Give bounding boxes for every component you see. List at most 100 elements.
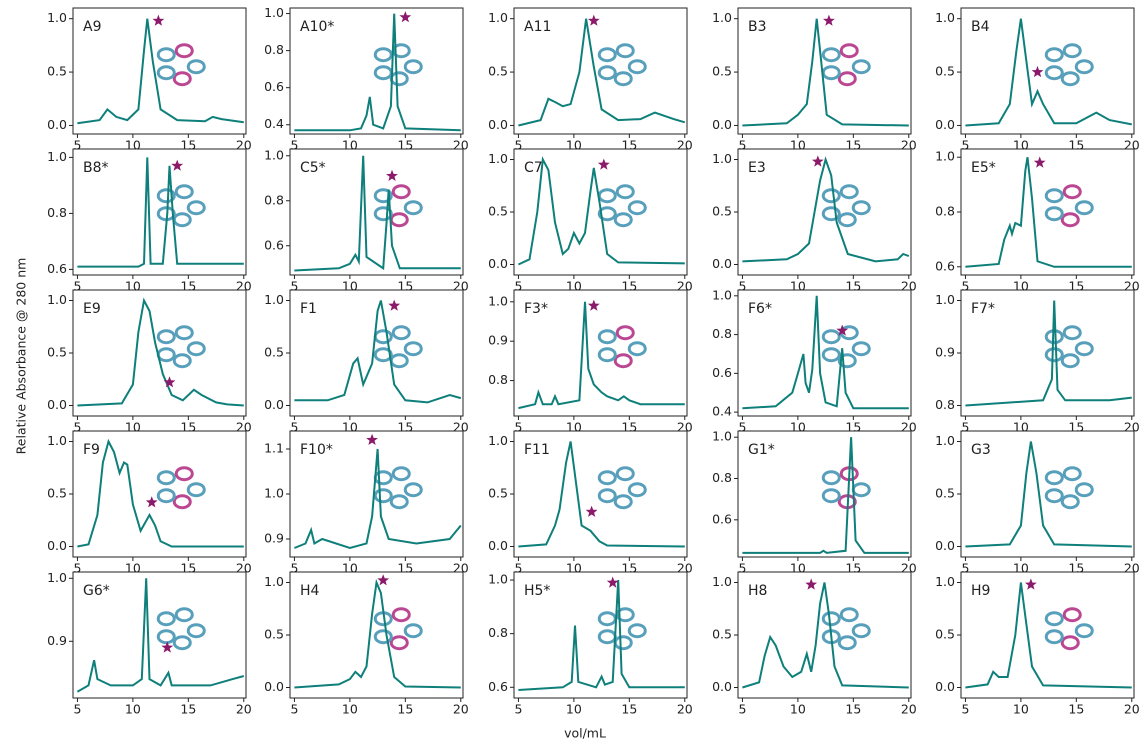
y-tick-label: 0.8	[488, 625, 508, 640]
helix	[599, 331, 615, 343]
x-tick-label: 10	[125, 702, 141, 717]
panel-title: F6*	[748, 301, 772, 317]
helix	[176, 45, 192, 57]
panel: 0.60.81.05101520G1*	[712, 429, 917, 576]
y-tick-label: 0.9	[47, 633, 67, 648]
helix	[1062, 73, 1078, 85]
x-tick-label: 15	[845, 702, 861, 717]
x-tick-label: 5	[290, 138, 298, 153]
helix	[1076, 343, 1092, 355]
y-tick-label: 0.8	[935, 397, 955, 412]
x-tick-label: 10	[125, 561, 141, 576]
x-tick-label: 5	[290, 561, 298, 576]
x-tick-label: 10	[790, 561, 806, 576]
y-tick-label: 1.0	[47, 149, 67, 164]
helix	[158, 631, 174, 643]
x-tick-label: 20	[901, 279, 917, 294]
x-tick-label: 15	[1068, 138, 1084, 153]
x-tick-label: 10	[342, 420, 358, 435]
x-tick-label: 20	[677, 420, 693, 435]
y-tick-label: 1.0	[935, 433, 955, 448]
panel-title: G3	[971, 442, 991, 458]
helix	[617, 186, 633, 198]
helix	[617, 327, 633, 339]
protein-structure	[158, 468, 204, 508]
x-tick-label: 5	[738, 561, 746, 576]
helix	[599, 49, 615, 61]
y-tick-label: 0.0	[264, 679, 284, 694]
y-tick-label: 1.0	[712, 429, 732, 444]
x-tick-label: 15	[180, 138, 196, 153]
x-tick-label: 20	[901, 702, 917, 717]
helix	[599, 490, 615, 502]
panel: 0.60.81.05101520C5*	[264, 147, 469, 293]
helix	[176, 468, 192, 480]
star-marker	[1032, 66, 1044, 77]
protein-structure	[823, 45, 869, 85]
x-tick-label: 15	[397, 138, 413, 153]
helix	[1064, 186, 1080, 198]
y-tick-label: 0.5	[712, 627, 732, 642]
y-tick-label: 0.5	[47, 486, 67, 501]
x-tick-label: 15	[1068, 561, 1084, 576]
y-tick-label: 1.0	[712, 574, 732, 589]
helix	[823, 490, 839, 502]
y-tick-label: 0.9	[488, 333, 508, 348]
y-tick-label: 0.0	[712, 256, 732, 271]
y-tick-label: 0.0	[47, 117, 67, 132]
panel: 0.00.51.05101520E9	[47, 290, 252, 435]
x-tick-label: 20	[236, 702, 252, 717]
y-tick-label: 0.0	[488, 538, 508, 553]
x-tick-label: 10	[790, 279, 806, 294]
panel-title: E5*	[971, 160, 996, 176]
y-tick-label: 0.0	[488, 256, 508, 271]
x-tick-label: 5	[738, 279, 746, 294]
y-tick-label: 0.0	[488, 117, 508, 132]
y-tick-label: 1.0	[712, 287, 732, 302]
helix	[615, 637, 631, 649]
helix	[629, 202, 645, 214]
y-tick-label: 0.5	[935, 486, 955, 501]
helix	[174, 355, 190, 367]
y-tick-label: 0.8	[935, 204, 955, 219]
helix	[188, 343, 204, 355]
x-tick-label: 15	[621, 420, 637, 435]
y-tick-label: 1.0	[47, 10, 67, 25]
x-tick-label: 5	[514, 138, 522, 153]
trace-line	[518, 302, 684, 408]
helix	[176, 609, 192, 621]
y-tick-label: 0.5	[488, 486, 508, 501]
helix	[1046, 49, 1062, 61]
x-tick-label: 20	[453, 420, 469, 435]
x-tick-label: 10	[1013, 138, 1029, 153]
helix	[823, 49, 839, 61]
panel-title: G6*	[83, 583, 110, 599]
x-tick-label: 5	[961, 138, 969, 153]
helix	[1046, 631, 1062, 643]
y-tick-label: 1.0	[264, 147, 284, 162]
panel: 0.60.81.05101520E5*	[935, 149, 1140, 294]
panel-title: F10*	[300, 442, 333, 458]
x-tick-label: 10	[1013, 420, 1029, 435]
y-tick-label: 1.0	[264, 486, 284, 501]
helix	[1046, 613, 1062, 625]
y-tick-label: 0.8	[712, 326, 732, 341]
x-tick-label: 5	[290, 420, 298, 435]
x-tick-label: 20	[677, 279, 693, 294]
helix	[599, 613, 615, 625]
y-tick-label: 1.0	[488, 151, 508, 166]
x-tick-label: 10	[566, 420, 582, 435]
panel-title: F11	[524, 442, 550, 458]
helix	[1046, 349, 1062, 361]
y-tick-label: 0.6	[935, 258, 955, 273]
helix	[841, 45, 857, 57]
figure: Relative Absorbance @ 280 nm vol/mL 0.00…	[0, 0, 1141, 744]
x-tick-label: 5	[290, 279, 298, 294]
panel-title: A11	[524, 19, 551, 35]
helix	[405, 625, 421, 637]
x-tick-label: 20	[677, 561, 693, 576]
panel-title: H4	[300, 583, 320, 599]
y-tick-label: 0.0	[935, 117, 955, 132]
panel-title: G1*	[748, 442, 775, 458]
